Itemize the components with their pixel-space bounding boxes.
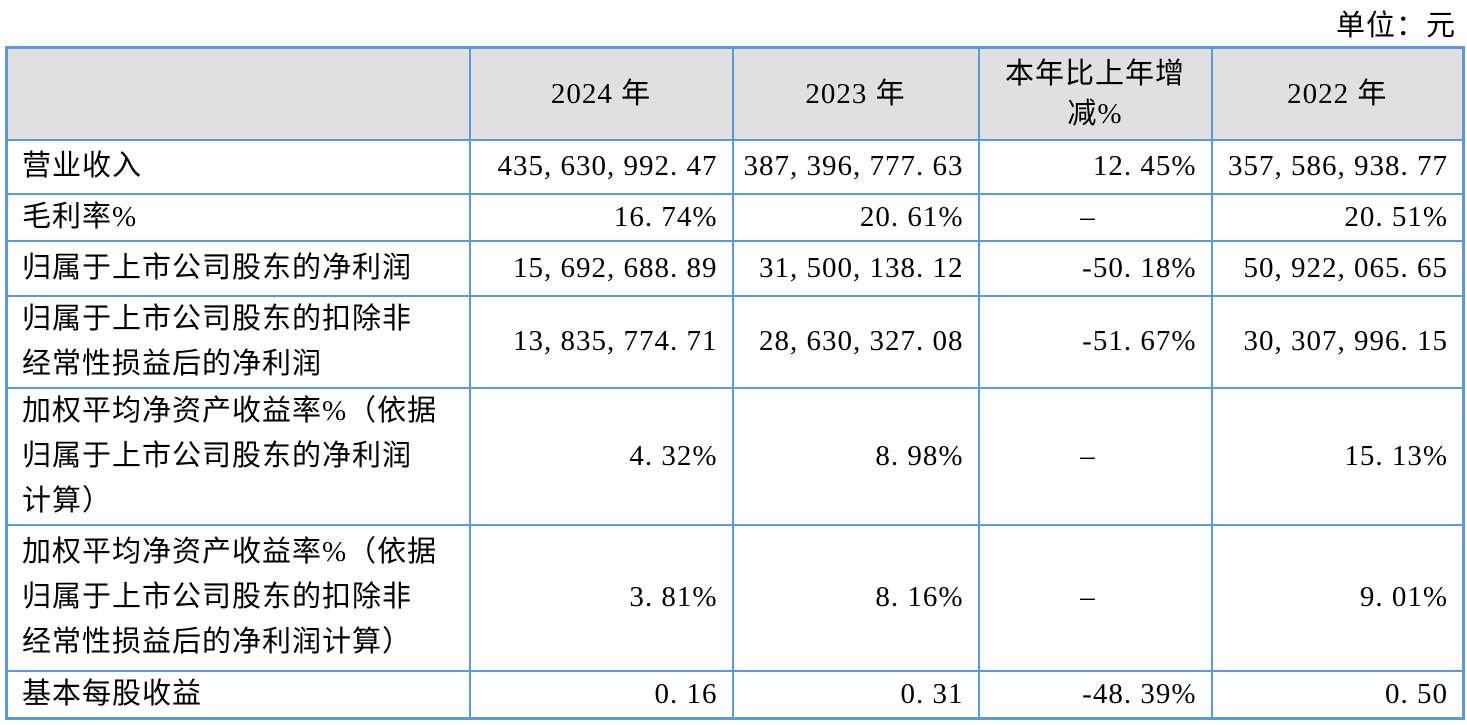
table-row: 毛利率% 16. 74% 20. 61% – 20. 51% <box>5 192 1465 242</box>
table-row: 基本每股收益 0. 16 0. 31 -48. 39% 0. 50 <box>5 669 1465 719</box>
value-2024: 15, 692, 688. 89 <box>468 239 734 297</box>
row-label: 加权平均净资产收益率%（依据 归属于上市公司股东的扣除非 经常性损益后的净利润计… <box>5 523 471 672</box>
value-2023: 8. 16% <box>731 523 980 672</box>
row-label: 归属于上市公司股东的净利润 <box>5 239 471 297</box>
header-cell-2024: 2024 年 <box>468 46 734 141</box>
value-2024: 4. 32% <box>468 386 734 526</box>
header-cell-2023: 2023 年 <box>731 46 980 141</box>
value-2023: 20. 61% <box>731 192 980 242</box>
value-2022: 9. 01% <box>1210 523 1465 672</box>
table-row: 归属于上市公司股东的净利润 15, 692, 688. 89 31, 500, … <box>5 239 1465 297</box>
value-2022: 20. 51% <box>1210 192 1465 242</box>
row-label: 毛利率% <box>5 192 471 242</box>
value-2023: 8. 98% <box>731 386 980 526</box>
table-row: 加权平均净资产收益率%（依据 归属于上市公司股东的扣除非 经常性损益后的净利润计… <box>5 523 1465 672</box>
value-yoy: – <box>977 386 1213 526</box>
value-2023: 31, 500, 138. 12 <box>731 239 980 297</box>
table-row: 营业收入 435, 630, 992. 47 387, 396, 777. 63… <box>5 138 1465 195</box>
value-2022: 357, 586, 938. 77 <box>1210 138 1465 195</box>
value-2023: 387, 396, 777. 63 <box>731 138 980 195</box>
value-2024: 16. 74% <box>468 192 734 242</box>
value-yoy: -50. 18% <box>977 239 1213 297</box>
header-cell-2022: 2022 年 <box>1210 46 1465 141</box>
value-yoy: -48. 39% <box>977 669 1213 719</box>
value-yoy: 12. 45% <box>977 138 1213 195</box>
value-2024: 435, 630, 992. 47 <box>468 138 734 195</box>
value-2022: 50, 922, 065. 65 <box>1210 239 1465 297</box>
value-yoy: – <box>977 192 1213 242</box>
row-label: 加权平均净资产收益率%（依据 归属于上市公司股东的净利润 计算） <box>5 386 471 526</box>
value-2024: 0. 16 <box>468 669 734 719</box>
value-2023: 0. 31 <box>731 669 980 719</box>
unit-note-row: 单位：元 <box>5 0 1462 46</box>
unit-label: 单位：元 <box>1335 10 1456 42</box>
value-2023: 28, 630, 327. 08 <box>731 294 980 389</box>
table-row: 归属于上市公司股东的扣除非 经常性损益后的净利润 13, 835, 774. 7… <box>5 294 1465 389</box>
value-2024: 3. 81% <box>468 523 734 672</box>
header-cell-yoy: 本年比上年增 减% <box>977 46 1213 141</box>
value-2022: 0. 50 <box>1210 669 1465 719</box>
header-cell-metric <box>5 46 471 141</box>
value-yoy: – <box>977 523 1213 672</box>
value-2022: 15. 13% <box>1210 386 1465 526</box>
row-label: 营业收入 <box>5 138 471 195</box>
row-label: 归属于上市公司股东的扣除非 经常性损益后的净利润 <box>5 294 471 389</box>
table-header-row: 2024 年 2023 年 本年比上年增 减% 2022 年 <box>5 46 1465 141</box>
value-2024: 13, 835, 774. 71 <box>468 294 734 389</box>
table-row: 加权平均净资产收益率%（依据 归属于上市公司股东的净利润 计算） 4. 32% … <box>5 386 1465 526</box>
financial-summary-table: 2024 年 2023 年 本年比上年增 减% 2022 年 营业收入 435,… <box>5 46 1465 720</box>
value-yoy: -51. 67% <box>977 294 1213 389</box>
value-2022: 30, 307, 996. 15 <box>1210 294 1465 389</box>
row-label: 基本每股收益 <box>5 669 471 719</box>
